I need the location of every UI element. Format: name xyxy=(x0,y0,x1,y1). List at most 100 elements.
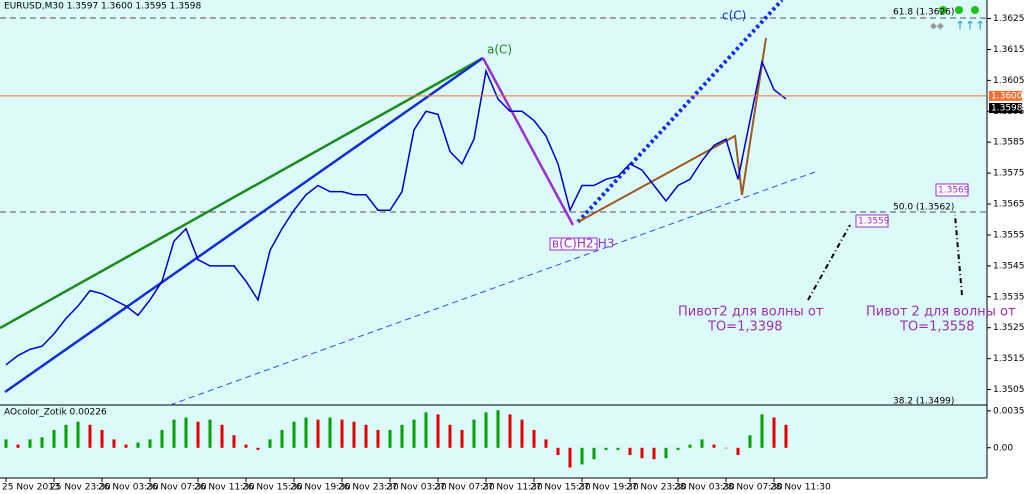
histogram-bar xyxy=(76,421,80,448)
histogram-bar xyxy=(772,417,776,448)
histogram-bar xyxy=(748,435,752,448)
histogram-bar xyxy=(580,447,584,465)
price-line xyxy=(5,59,787,366)
histogram-bar xyxy=(148,439,152,448)
histogram-bar xyxy=(496,410,500,448)
annotation: ТО=1,3558 xyxy=(899,320,975,335)
x-tick-label: 25 Nov 2013 xyxy=(2,483,60,493)
histogram-bar xyxy=(508,414,512,448)
histogram-bar xyxy=(352,421,356,448)
histogram-bar xyxy=(616,447,620,450)
histogram-bar xyxy=(676,447,680,450)
arrow xyxy=(954,214,963,296)
icon xyxy=(955,6,963,14)
histogram-bar xyxy=(460,430,464,448)
histogram-bar xyxy=(400,424,404,448)
annotation: ТО=1,3398 xyxy=(707,320,783,335)
annotation-box xyxy=(855,214,889,228)
histogram-bar xyxy=(388,430,392,448)
icon: ◆◆ xyxy=(930,22,944,32)
x-tick-label: 28 Nov 11:30 xyxy=(770,483,831,493)
x-tick-label: 26 Nov 23:30 xyxy=(338,483,399,493)
chart-title: EURUSD,M30 1.3597 1.3600 1.3595 1.3598 xyxy=(4,2,202,12)
histogram-bar xyxy=(700,439,704,448)
histogram-bar xyxy=(484,412,488,448)
histogram-bar xyxy=(208,419,212,448)
histogram-bar xyxy=(112,439,116,448)
histogram-bar xyxy=(448,424,452,448)
histogram-bar xyxy=(100,430,104,448)
y-tick-label: 1.3515 xyxy=(993,354,1024,364)
histogram-bar xyxy=(40,437,44,448)
histogram-bar xyxy=(544,439,548,448)
histogram-bar xyxy=(532,430,536,448)
annotation: в(C)Н2-Н3 xyxy=(552,237,614,251)
x-tick-label: 28 Nov 07:30 xyxy=(722,483,783,493)
histogram-bar xyxy=(268,439,272,448)
histogram-bar xyxy=(784,424,788,448)
y-tick-label: 1.3555 xyxy=(993,230,1024,240)
x-tick-label: 27 Nov 23:30 xyxy=(626,483,687,493)
histogram-bar xyxy=(472,419,476,448)
y-tick-label: 1.3585 xyxy=(993,138,1024,148)
annotation: 50.0 (1.3562) xyxy=(893,203,954,213)
histogram-bar xyxy=(16,444,20,448)
drawings: ◆◆ ↑↑↑ xyxy=(0,0,987,406)
x-tick-label: 25 Nov 23:30 xyxy=(50,483,111,493)
x-tick-label: 27 Nov 19:30 xyxy=(578,483,639,493)
histogram-bar xyxy=(364,424,368,448)
histogram-bar xyxy=(424,412,428,448)
annotation: 61.8 (1.3626) xyxy=(893,8,954,18)
icon: ↑↑↑ xyxy=(955,19,985,33)
trend-line xyxy=(4,56,484,394)
x-tick-label: 26 Nov 07:30 xyxy=(146,483,207,493)
x-tick-label: 27 Nov 03:30 xyxy=(386,483,447,493)
histogram-bar xyxy=(280,430,284,448)
histogram-bar xyxy=(724,447,728,449)
trend-line xyxy=(0,56,484,330)
x-tick-label: 26 Nov 19:30 xyxy=(290,483,351,493)
y-tick-label: 1.3615 xyxy=(993,45,1024,55)
arrow xyxy=(807,224,851,301)
annotation-box xyxy=(935,183,969,197)
annotation: c(C) xyxy=(722,9,746,23)
y-tick-label: 1.3605 xyxy=(993,76,1024,86)
y-tick-label: 0.00354 xyxy=(993,406,1024,416)
wave-line xyxy=(577,37,767,223)
histogram-bar xyxy=(592,447,596,460)
y-tick-label: 1.3535 xyxy=(993,292,1024,302)
price-marker: 1.3600 xyxy=(991,91,1023,101)
histogram-bar xyxy=(232,435,236,448)
x-tick-label: 27 Nov 07:30 xyxy=(434,483,495,493)
annotation-box xyxy=(549,237,598,251)
histogram-bar xyxy=(712,444,716,448)
x-tick-label: 26 Nov 15:30 xyxy=(242,483,303,493)
annotation: a(C) xyxy=(487,43,512,57)
histogram-bar xyxy=(124,444,128,448)
histogram-bar xyxy=(292,421,296,448)
y-tick-label: 1.3505 xyxy=(993,385,1024,395)
y-tick-label: 1.3565 xyxy=(993,200,1024,210)
histogram-bar xyxy=(316,419,320,448)
indicator-title: AOcolor_Zotik 0.00226 xyxy=(4,408,107,418)
histogram-bar xyxy=(184,417,188,448)
histogram-bar xyxy=(172,419,176,448)
annotation: 1.3559 xyxy=(858,217,890,227)
histogram-bar xyxy=(64,424,68,448)
histogram-bar xyxy=(136,442,140,448)
histogram-bar xyxy=(436,414,440,448)
histogram-bar xyxy=(52,430,56,448)
histogram-bar xyxy=(628,447,632,456)
histogram-bar xyxy=(4,439,8,448)
y-tick-label: 1.3525 xyxy=(993,323,1024,333)
icon xyxy=(939,6,947,14)
histogram-bar xyxy=(640,447,644,459)
histogram-bar xyxy=(88,424,92,448)
price-marker-box xyxy=(989,90,1022,101)
histogram-bar xyxy=(604,447,608,450)
price-marker: 1.3598 xyxy=(991,104,1023,114)
histogram-bar xyxy=(328,417,332,448)
histogram-bar xyxy=(568,447,572,468)
histogram-bar xyxy=(664,447,668,459)
